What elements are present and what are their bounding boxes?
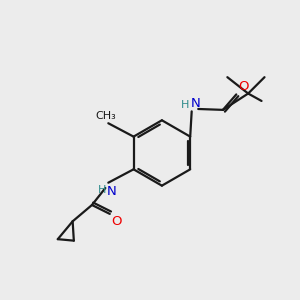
Text: O: O	[112, 215, 122, 228]
Text: H: H	[181, 100, 189, 110]
Text: O: O	[238, 80, 249, 93]
Text: N: N	[190, 97, 200, 110]
Text: CH₃: CH₃	[96, 112, 116, 122]
Text: H: H	[98, 185, 106, 195]
Text: N: N	[106, 185, 116, 198]
